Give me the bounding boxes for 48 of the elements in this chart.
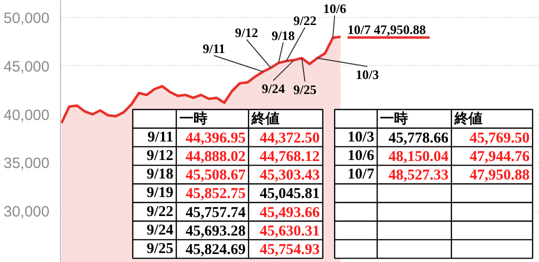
text: 45,769.50 (470, 130, 530, 146)
annotation: 45,757.74 (186, 204, 246, 221)
annotation: 一時 (179, 110, 208, 127)
annotation: 9/12 (146, 148, 174, 164)
annotation: 45,045.81 (260, 186, 320, 202)
y-tick-label: 40,000 (4, 106, 50, 124)
text: 48,150.04 (388, 149, 449, 165)
annotation: 10/6 (323, 1, 347, 16)
annotation: 44,396.95 (186, 130, 246, 146)
annotation: 45,852.75 (186, 186, 246, 202)
annotation: 9/18 (146, 166, 174, 183)
text: 45,778.66 (388, 130, 449, 146)
annotation: 9/25 (146, 241, 174, 257)
text: 10/6 (348, 148, 375, 164)
annotation: 9/24 (262, 81, 286, 96)
y-tick-label: 45,000 (4, 58, 50, 76)
annotation: 45,303.43 (260, 168, 320, 184)
text: 48,527.33 (388, 168, 448, 184)
annotation: 9/24 (146, 222, 174, 238)
annotation: 44,888.02 (186, 149, 246, 165)
text: 47,950.88 (470, 168, 530, 184)
annotation: 9/18 (272, 28, 296, 43)
text: 47,944.76 (470, 149, 530, 165)
annotation: 45,693.28 (186, 223, 246, 240)
annotation: 44,768.12 (260, 149, 320, 165)
annotation: 9/11 (147, 129, 174, 146)
annotation: 45,493.66 (260, 204, 320, 221)
y-tick-label: 50,000 (4, 10, 50, 27)
annotation: 9/19 (146, 185, 174, 202)
annotation: 9/12 (235, 25, 258, 40)
annotation: 9/11 (202, 41, 226, 56)
annotation: 45,508.67 (186, 168, 246, 184)
text: 10/7 (348, 166, 375, 183)
y-tick-label: 30,000 (4, 204, 50, 221)
annotation: 45,630.31 (260, 223, 320, 240)
annotation: 終値 (250, 110, 280, 127)
text: 10/3 (356, 67, 380, 82)
y-tick-label: 35,000 (4, 155, 50, 172)
text: 一時 (380, 110, 408, 127)
annotation: 9/25 (293, 82, 318, 97)
text: 10/3 (348, 129, 374, 146)
annotation: 9/22 (146, 204, 174, 220)
annotation: 45,824.69 (186, 242, 246, 258)
annotation: 45,754.93 (260, 242, 320, 258)
annotation: 44,372.50 (260, 130, 320, 146)
text: 終値 (453, 110, 482, 127)
text: 10/7 47,950.88 (348, 22, 426, 37)
annotation: 9/22 (293, 13, 317, 28)
